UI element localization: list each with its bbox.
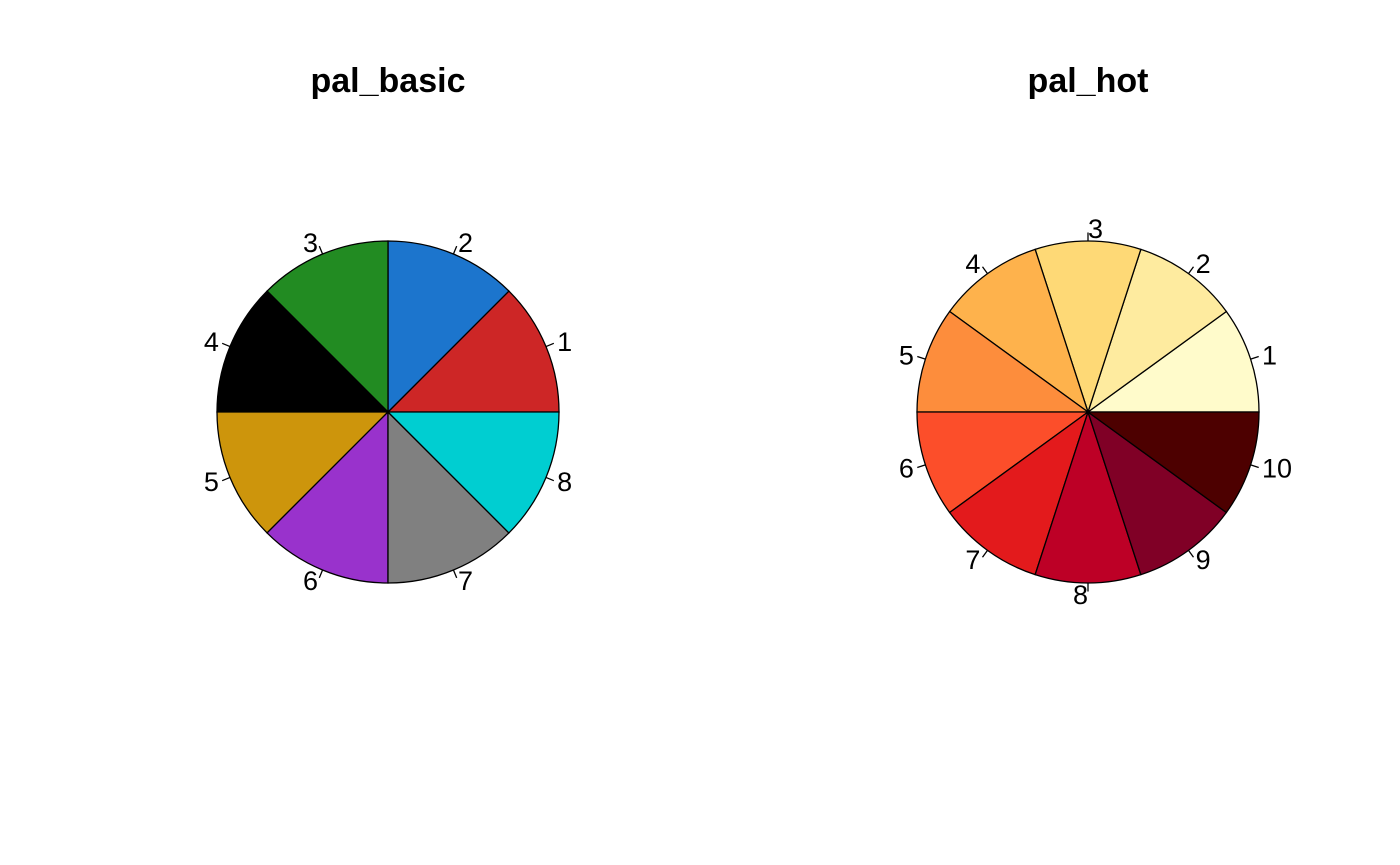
pie-label-tick-pal_basic-3 bbox=[318, 245, 324, 255]
pie-slice-pal_hot-7 bbox=[948, 410, 1090, 576]
pie-slice-pal_basic-5 bbox=[216, 411, 390, 534]
pie-slice-label-pal_hot-1: 1 bbox=[1262, 340, 1277, 370]
pie-slice-label-pal_hot-7: 7 bbox=[965, 545, 980, 575]
pie-slice-pal_hot-3 bbox=[1034, 240, 1142, 415]
chart-title-pal-hot: pal_hot bbox=[1028, 62, 1149, 100]
pie-slice-label-pal_hot-3: 3 bbox=[1088, 214, 1103, 244]
pie-label-tick-pal_basic-1 bbox=[545, 342, 555, 348]
pie-slice-pal_basic-8 bbox=[386, 411, 560, 534]
pie-slice-label-pal_basic-6: 6 bbox=[303, 566, 318, 596]
pie-slice-pal_hot-9 bbox=[1086, 410, 1228, 576]
pie-label-tick-pal_basic-7 bbox=[452, 569, 458, 579]
pie-slice-label-pal_basic-2: 2 bbox=[458, 228, 473, 258]
pie-slice-pal_hot-8 bbox=[1034, 409, 1142, 584]
pie-label-tick-pal_basic-8 bbox=[545, 476, 555, 482]
pie-slice-pal_basic-6 bbox=[266, 410, 389, 584]
pie-slice-pal_hot-10 bbox=[1085, 411, 1260, 514]
pie-slice-pal_hot-6 bbox=[916, 411, 1091, 514]
pie-slice-label-pal_basic-8: 8 bbox=[557, 467, 572, 497]
pie-slice-label-pal_hot-9: 9 bbox=[1196, 545, 1211, 575]
pie-slice-pal_basic-7 bbox=[387, 410, 510, 584]
pie-slice-label-pal_hot-4: 4 bbox=[965, 249, 980, 279]
pie-slice-label-pal_hot-10: 10 bbox=[1262, 454, 1292, 484]
pie-chart-pal-hot: pal_hot 1 2 3 4 5 6 7 8 9 10 bbox=[899, 62, 1292, 610]
pie-label-tick-pal_hot-10 bbox=[1250, 464, 1259, 469]
pie-label-tick-pal_basic-6 bbox=[318, 569, 324, 579]
pie-slice-label-pal_basic-1: 1 bbox=[557, 327, 572, 357]
pie-label-tick-pal_hot-4 bbox=[981, 266, 989, 275]
pie-slice-label-pal_hot-6: 6 bbox=[899, 454, 914, 484]
pie-label-tick-pal_basic-4 bbox=[221, 342, 231, 348]
pie-label-tick-pal_hot-7 bbox=[981, 549, 989, 558]
pie-slice-pal_hot-4 bbox=[948, 248, 1090, 414]
pie-slice-pal_basic-2 bbox=[387, 240, 510, 414]
pie-slice-pal_hot-1 bbox=[1085, 310, 1260, 413]
pie-slice-label-pal_hot-2: 2 bbox=[1196, 249, 1211, 279]
pie-label-tick-pal_hot-2 bbox=[1187, 266, 1195, 275]
pie-label-tick-pal_basic-2 bbox=[452, 245, 458, 255]
pie-chart-pal-basic: pal_basic 1 2 3 4 5 6 7 8 bbox=[204, 62, 572, 596]
pie-label-tick-pal_hot-9 bbox=[1187, 549, 1195, 558]
pie-label-tick-pal_basic-5 bbox=[221, 476, 231, 482]
pie-slice-label-pal_hot-8: 8 bbox=[1073, 580, 1088, 610]
pie-slice-label-pal_basic-7: 7 bbox=[458, 566, 473, 596]
chart-title-pal-basic: pal_basic bbox=[311, 62, 466, 100]
pie-slice-pal_hot-2 bbox=[1086, 248, 1228, 414]
pie-slice-label-pal_basic-3: 3 bbox=[303, 228, 318, 258]
pie-slice-pal_hot-5 bbox=[916, 310, 1091, 413]
pie-slice-pal_basic-1 bbox=[386, 290, 560, 413]
pie-slice-pal_basic-3 bbox=[266, 240, 389, 414]
pie-label-tick-pal_hot-1 bbox=[1250, 355, 1259, 360]
pie-label-tick-pal_hot-6 bbox=[917, 464, 926, 469]
pie-slice-label-pal_basic-4: 4 bbox=[204, 327, 219, 357]
pie-slice-pal_basic-4 bbox=[216, 290, 390, 413]
pie-slice-label-pal_hot-5: 5 bbox=[899, 340, 914, 370]
pie-label-tick-pal_hot-5 bbox=[917, 355, 926, 360]
pie-slice-label-pal_basic-5: 5 bbox=[204, 467, 219, 497]
